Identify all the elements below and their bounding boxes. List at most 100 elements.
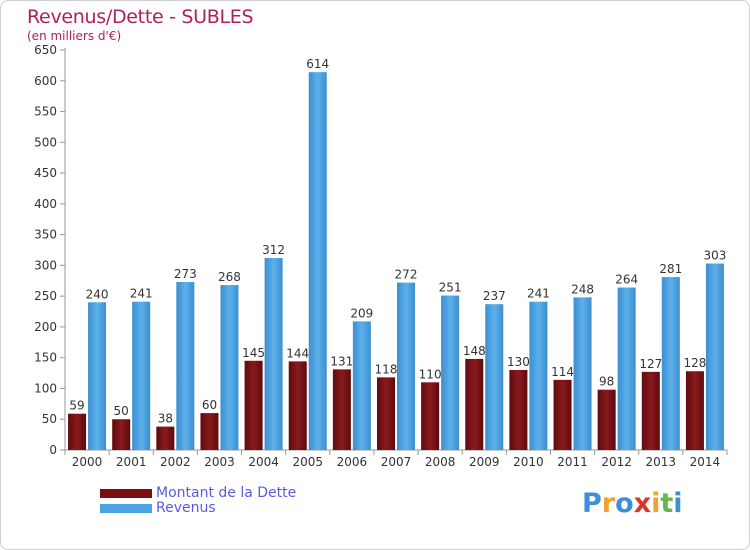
y-tick-label: 150 [34,351,57,365]
data-label-revenus: 251 [439,281,462,295]
bar-revenus [617,287,636,450]
y-tick-label: 600 [34,74,57,88]
data-label-dette: 127 [639,357,662,371]
bar-dette [685,371,704,450]
logo-letter: t [660,488,674,519]
data-label-revenus: 240 [86,287,109,301]
x-tick-label: 2010 [513,455,544,469]
x-tick-label: 2000 [72,455,103,469]
bar-revenus [352,321,371,450]
y-tick-label: 250 [34,289,57,303]
chart-legend: Montant de la Dette Revenus [100,486,296,516]
bar-dette [288,361,307,450]
x-tick-label: 2005 [292,455,323,469]
logo-letter: P [582,488,602,519]
data-label-revenus: 241 [130,287,153,301]
legend-label-revenus: Revenus [156,500,216,516]
data-label-dette: 98 [599,375,614,389]
bar-revenus [573,297,592,450]
bar-revenus [529,301,548,450]
bar-revenus [132,301,151,450]
chart-title: Revenus/Dette - SUBLES [27,6,254,28]
x-tick-label: 2004 [248,455,279,469]
bar-dette [509,370,528,450]
bar-dette [597,389,616,450]
bar-dette [641,371,660,450]
x-tick-label: 2003 [204,455,235,469]
bar-revenus [308,72,327,451]
data-label-dette: 50 [114,404,129,418]
legend-label-debt: Montant de la Dette [156,485,297,501]
data-label-revenus: 248 [571,282,594,296]
data-label-dette: 130 [507,355,530,369]
bar-dette [377,377,395,450]
x-tick-label: 2007 [381,455,412,469]
x-tick-label: 2011 [557,455,588,469]
y-tick-label: 50 [42,412,57,426]
bar-revenus [441,295,460,450]
bar-dette [200,413,219,450]
data-label-dette: 110 [419,367,442,381]
y-tick-label: 100 [34,381,57,395]
bar-dette [68,413,87,450]
data-label-dette: 145 [242,346,265,360]
data-label-dette: 128 [683,356,706,370]
legend-item-revenus: Revenus [100,501,296,516]
bar-revenus [88,302,107,450]
bar-dette [553,379,572,450]
x-tick-label: 2002 [160,455,191,469]
data-label-dette: 60 [202,398,217,412]
x-tick-label: 2014 [690,455,721,469]
bar-revenus [397,282,415,450]
y-tick-label: 0 [49,443,57,457]
bar-revenus [220,285,239,450]
data-label-revenus: 273 [174,267,197,281]
proxiti-logo: Proxiti [582,488,683,519]
logo-letter: x [633,488,652,519]
data-label-revenus: 312 [262,243,285,257]
y-tick-label: 500 [34,135,57,149]
y-tick-label: 550 [34,105,57,119]
data-label-dette: 131 [330,354,353,368]
bar-dette [421,382,440,450]
legend-swatch-debt [100,489,152,498]
x-tick-label: 2001 [116,455,147,469]
x-tick-label: 2009 [469,455,500,469]
bar-dette [156,426,175,450]
legend-item-debt: Montant de la Dette [100,486,296,501]
data-label-revenus: 281 [659,262,682,276]
logo-letter: r [601,488,616,519]
x-tick-label: 2013 [646,455,677,469]
data-label-dette: 38 [158,412,173,426]
data-label-dette: 148 [463,344,486,358]
bar-dette [332,369,351,450]
y-tick-label: 300 [34,258,57,272]
bar-revenus [661,277,680,450]
y-tick-label: 450 [34,166,57,180]
logo-letter: i [673,488,683,519]
bar-dette [465,358,484,450]
data-label-revenus: 614 [306,57,329,71]
data-label-revenus: 264 [615,273,638,287]
x-tick-label: 2006 [337,455,368,469]
logo-letter: o [615,488,634,519]
data-label-revenus: 237 [483,289,506,303]
legend-swatch-revenus [100,504,152,513]
x-tick-label: 2012 [601,455,632,469]
bar-revenus [705,263,724,450]
bar-dette [112,419,131,450]
logo-letter: i [651,488,661,519]
bar-revenus [176,282,195,450]
data-label-revenus: 268 [218,270,241,284]
data-label-revenus: 303 [703,249,726,263]
y-tick-label: 650 [34,43,57,57]
y-tick-label: 400 [34,197,57,211]
data-label-dette: 114 [551,365,574,379]
data-label-revenus: 209 [350,306,373,320]
data-label-dette: 59 [69,399,84,413]
y-tick-label: 200 [34,320,57,334]
bar-dette [244,360,263,450]
chart-subtitle: (en milliers d'€) [27,29,122,43]
